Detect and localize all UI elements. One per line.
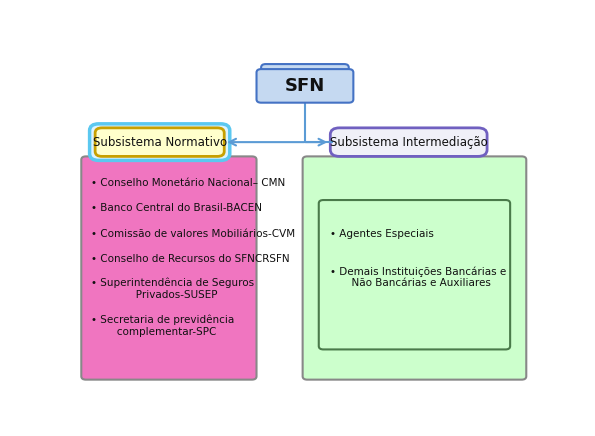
Text: Subsistema Intermediação: Subsistema Intermediação (330, 136, 487, 149)
Text: • Superintendência de Seguros
   Privados-SUSEP: • Superintendência de Seguros Privados-S… (90, 278, 253, 300)
Text: Subsistema Normativo: Subsistema Normativo (93, 136, 227, 149)
FancyBboxPatch shape (82, 157, 256, 380)
Text: • Conselho Monetário Nacional– CMN: • Conselho Monetário Nacional– CMN (90, 178, 285, 188)
Text: • Comissão de valores Mobiliários-CVM: • Comissão de valores Mobiliários-CVM (90, 228, 295, 238)
FancyBboxPatch shape (256, 69, 353, 102)
Text: • Conselho de Recursos do SFNCRSFN: • Conselho de Recursos do SFNCRSFN (90, 254, 289, 264)
FancyBboxPatch shape (330, 128, 487, 157)
Text: • Demais Instituições Bancárias e
  Não Bancárias e Auxiliares: • Demais Instituições Bancárias e Não Ba… (330, 266, 506, 288)
FancyBboxPatch shape (261, 64, 349, 76)
Text: • Secretaria de previdência
   complementar-SPC: • Secretaria de previdência complementar… (90, 315, 234, 337)
FancyBboxPatch shape (95, 128, 224, 157)
FancyBboxPatch shape (319, 200, 510, 349)
Text: • Banco Central do Brasil-BACEN: • Banco Central do Brasil-BACEN (90, 204, 262, 214)
Text: SFN: SFN (285, 77, 325, 95)
Text: • Agentes Especiais: • Agentes Especiais (330, 228, 434, 238)
FancyBboxPatch shape (90, 124, 230, 160)
FancyBboxPatch shape (303, 157, 526, 380)
